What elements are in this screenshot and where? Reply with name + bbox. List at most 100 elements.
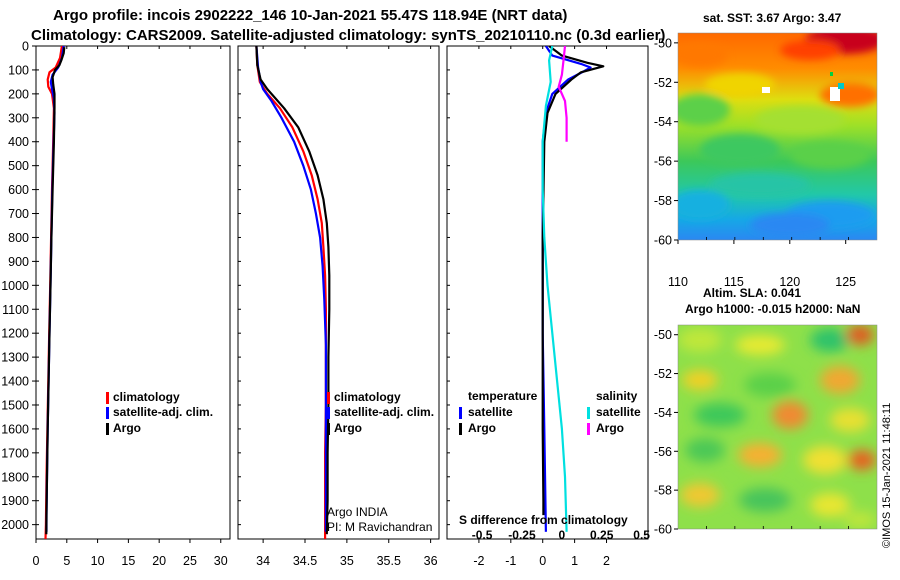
sla-map-image [678,325,877,529]
legend-label-argo-s: Argo [334,421,362,435]
legend-swatch-argo [106,423,109,435]
legend-label-climatology: climatology [113,390,180,404]
map-lon-label: 110 [668,275,688,289]
x-tick-label: 35.5 [377,554,401,568]
temperature-series [44,46,66,539]
difference-series [541,46,605,532]
sst-map-title: sat. SST: 3.67 Argo: 3.47 [703,11,842,25]
credit-line2: PI: M Ravichandran [327,520,432,534]
legend-swatch-satellite-s [327,407,330,419]
x-tick-label: -1 [505,554,516,568]
map-lat-label: -60 [654,523,672,537]
sst-map-axes: -50 -52 -54 -56 -58 -60 110 115 120 125 [654,36,856,289]
temperature-legend: climatology satellite-adj. clim. Argo [106,390,213,435]
legend-label-satellite-s: satellite-adj. clim. [334,405,434,419]
depth-axis: 0 100 200 300 400 500 600 700 800 900 1000 1100 1200… [1,40,450,532]
depth-tick-label: 700 [8,207,29,221]
depth-tick-label: 1700 [1,446,29,460]
legend-swatch-sal-satellite [587,407,590,419]
depth-tick-label: 800 [8,231,29,245]
temperature-panel-frame [35,45,231,540]
x-tick-label: -2 [473,554,484,568]
legend-label-sal-satellite: satellite [596,405,641,419]
depth-tick-label: 900 [8,255,29,269]
x-tick-label: 30 [214,554,228,568]
sla-map-title-line2: Argo h1000: -0.015 h2000: NaN [685,302,860,316]
map-lat-label: -50 [654,328,672,342]
depth-tick-label: 500 [8,159,29,173]
depth-tick-label: 400 [8,135,29,149]
legend-swatch-argo-s [327,423,330,435]
sla-map-frame [677,324,878,530]
series-line-argo [45,47,66,535]
salinity-legend: climatology satellite-adj. clim. Argo [327,390,434,435]
salinity-panel-frame [237,45,440,540]
map-lat-label: -58 [654,194,672,208]
depth-tick-label: 2000 [1,518,29,532]
sla-map-axes: -50 -52 -54 -56 -58 -60 [654,328,849,537]
depth-tick-label: 1400 [1,375,29,389]
map-lat-label: -50 [654,36,672,50]
difference-legend: temperature satellite Argo salinity sate… [459,389,641,435]
legend-label-sal-argo: Argo [596,421,624,435]
series-line-argo [255,46,331,535]
x-tick-label: 34.5 [293,554,317,568]
legend-label-temp-argo: Argo [468,421,496,435]
map-lon-label: 125 [835,275,856,289]
sla-map-title-line1: Altim. SLA: 0.041 [703,286,801,300]
salinity-series [255,46,331,539]
x-tick-label: 0 [33,554,40,568]
x-tick-label: 25 [183,554,197,568]
x-tick-label: 10 [91,554,105,568]
depth-tick-label: 1300 [1,351,29,365]
series-line-climatology [255,46,327,539]
difference-panel-frame [446,45,649,540]
x-tick-label: 15 [121,554,135,568]
imos-stamp: ©IMOS 15-Jan-2021 11:48:11 [881,403,893,548]
legend-swatch-satellite [106,407,109,419]
x-tick-label: 35 [340,554,354,568]
map-lat-label: -52 [654,367,672,381]
depth-tick-label: 600 [8,183,29,197]
s-diff-tick-label: 0 [559,528,566,542]
s-difference-axis: -0.5 -0.25 0 0.25 0.5 [472,528,651,542]
s-diff-tick-label: -0.5 [472,528,493,542]
depth-tick-label: 1900 [1,494,29,508]
s-diff-tick-label: 0.5 [633,528,650,542]
map-lat-label: -56 [654,155,672,169]
x-axes: 0 5 10 15 20 25 30 34 34.5 35 35.5 36 -2 -1 0 1 2 [33,46,610,568]
legend-swatch-temp-argo [459,423,462,435]
depth-tick-label: 1600 [1,422,29,436]
figure-title-line2: Climatology: CARS2009. Satellite-adjuste… [31,27,665,44]
x-tick-label: 2 [603,554,610,568]
legend-label-temp-satellite: satellite [468,405,513,419]
x-tick-label: 36 [424,554,438,568]
legend-swatch-temp-satellite [459,407,462,419]
map-lat-label: -56 [654,445,672,459]
depth-tick-label: 1100 [2,303,29,317]
legend-label-argo: Argo [113,421,141,435]
x-tick-label: 5 [63,554,70,568]
depth-tick-label: 300 [8,111,29,125]
depth-tick-label: 1800 [1,470,29,484]
depth-tick-label: 100 [8,63,29,77]
credit-line1: Argo INDIA [327,505,388,519]
legend-title-salinity: salinity [596,389,638,403]
legend-label-climatology-s: climatology [334,390,401,404]
s-difference-label: S difference from climatology [459,513,628,527]
series-line-temperature-argo [541,46,605,516]
x-tick-label: 1 [571,554,578,568]
depth-tick-label: 1000 [1,279,29,293]
series-line-salinity-argo [557,46,568,142]
s-diff-tick-label: 0.25 [590,528,614,542]
depth-tick-label: 1200 [1,327,29,341]
map-lon-label: 115 [724,275,744,289]
x-tick-label: 0 [539,554,546,568]
map-lat-label: -52 [654,76,672,90]
depth-tick-label: 0 [22,40,29,54]
sst-map-frame [677,32,878,241]
legend-swatch-climatology-s [327,392,330,404]
legend-swatch-climatology [106,392,109,404]
map-lon-label: 120 [779,275,800,289]
